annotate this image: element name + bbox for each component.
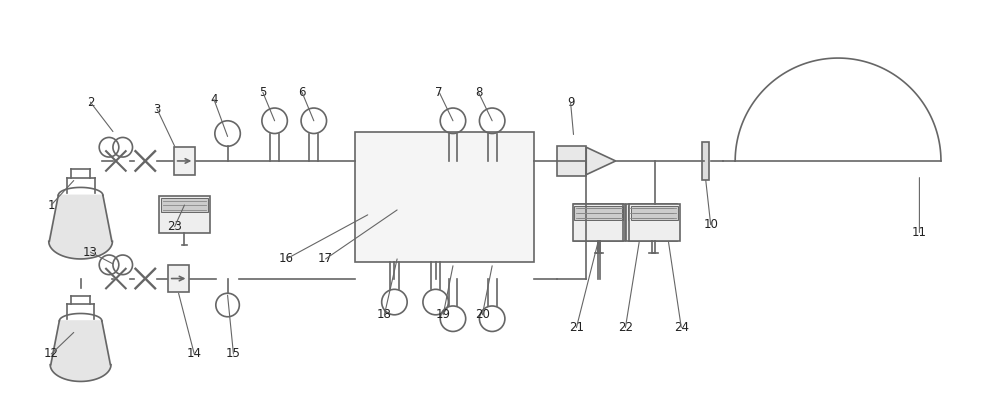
Text: 4: 4: [210, 93, 218, 106]
Bar: [159, 196, 210, 234]
Text: 1: 1: [47, 198, 55, 212]
Bar: [626, 204, 677, 241]
Bar: [355, 132, 534, 262]
Text: 8: 8: [475, 86, 482, 99]
Bar: [574, 206, 622, 220]
Bar: [573, 204, 623, 241]
Polygon shape: [50, 321, 111, 381]
Text: 2: 2: [87, 96, 94, 109]
Text: 3: 3: [153, 103, 161, 115]
Text: 7: 7: [435, 86, 443, 99]
Bar: [628, 206, 675, 220]
Text: 5: 5: [259, 86, 267, 99]
Text: 12: 12: [44, 347, 59, 361]
Text: 6: 6: [298, 86, 306, 99]
Polygon shape: [586, 147, 616, 175]
Bar: [557, 146, 586, 176]
Bar: [702, 142, 709, 180]
Text: 17: 17: [318, 252, 333, 266]
Text: 20: 20: [475, 308, 490, 321]
Text: 24: 24: [674, 321, 689, 334]
Text: 18: 18: [377, 308, 392, 321]
Text: 21: 21: [569, 321, 584, 334]
Bar: [631, 206, 678, 220]
Text: 15: 15: [226, 347, 241, 361]
Text: 9: 9: [567, 96, 574, 109]
Text: 14: 14: [187, 347, 202, 361]
Text: 10: 10: [703, 218, 718, 231]
Bar: [574, 204, 625, 241]
Polygon shape: [49, 195, 112, 259]
Text: 13: 13: [83, 246, 98, 259]
Text: 23: 23: [167, 220, 182, 233]
Bar: [576, 206, 623, 220]
Text: 19: 19: [436, 308, 451, 321]
Text: 16: 16: [279, 252, 294, 266]
Bar: [161, 198, 208, 212]
Bar: [174, 147, 195, 175]
Bar: [629, 204, 680, 241]
Text: 11: 11: [912, 226, 927, 239]
Text: 22: 22: [618, 321, 633, 334]
Bar: [168, 265, 189, 292]
